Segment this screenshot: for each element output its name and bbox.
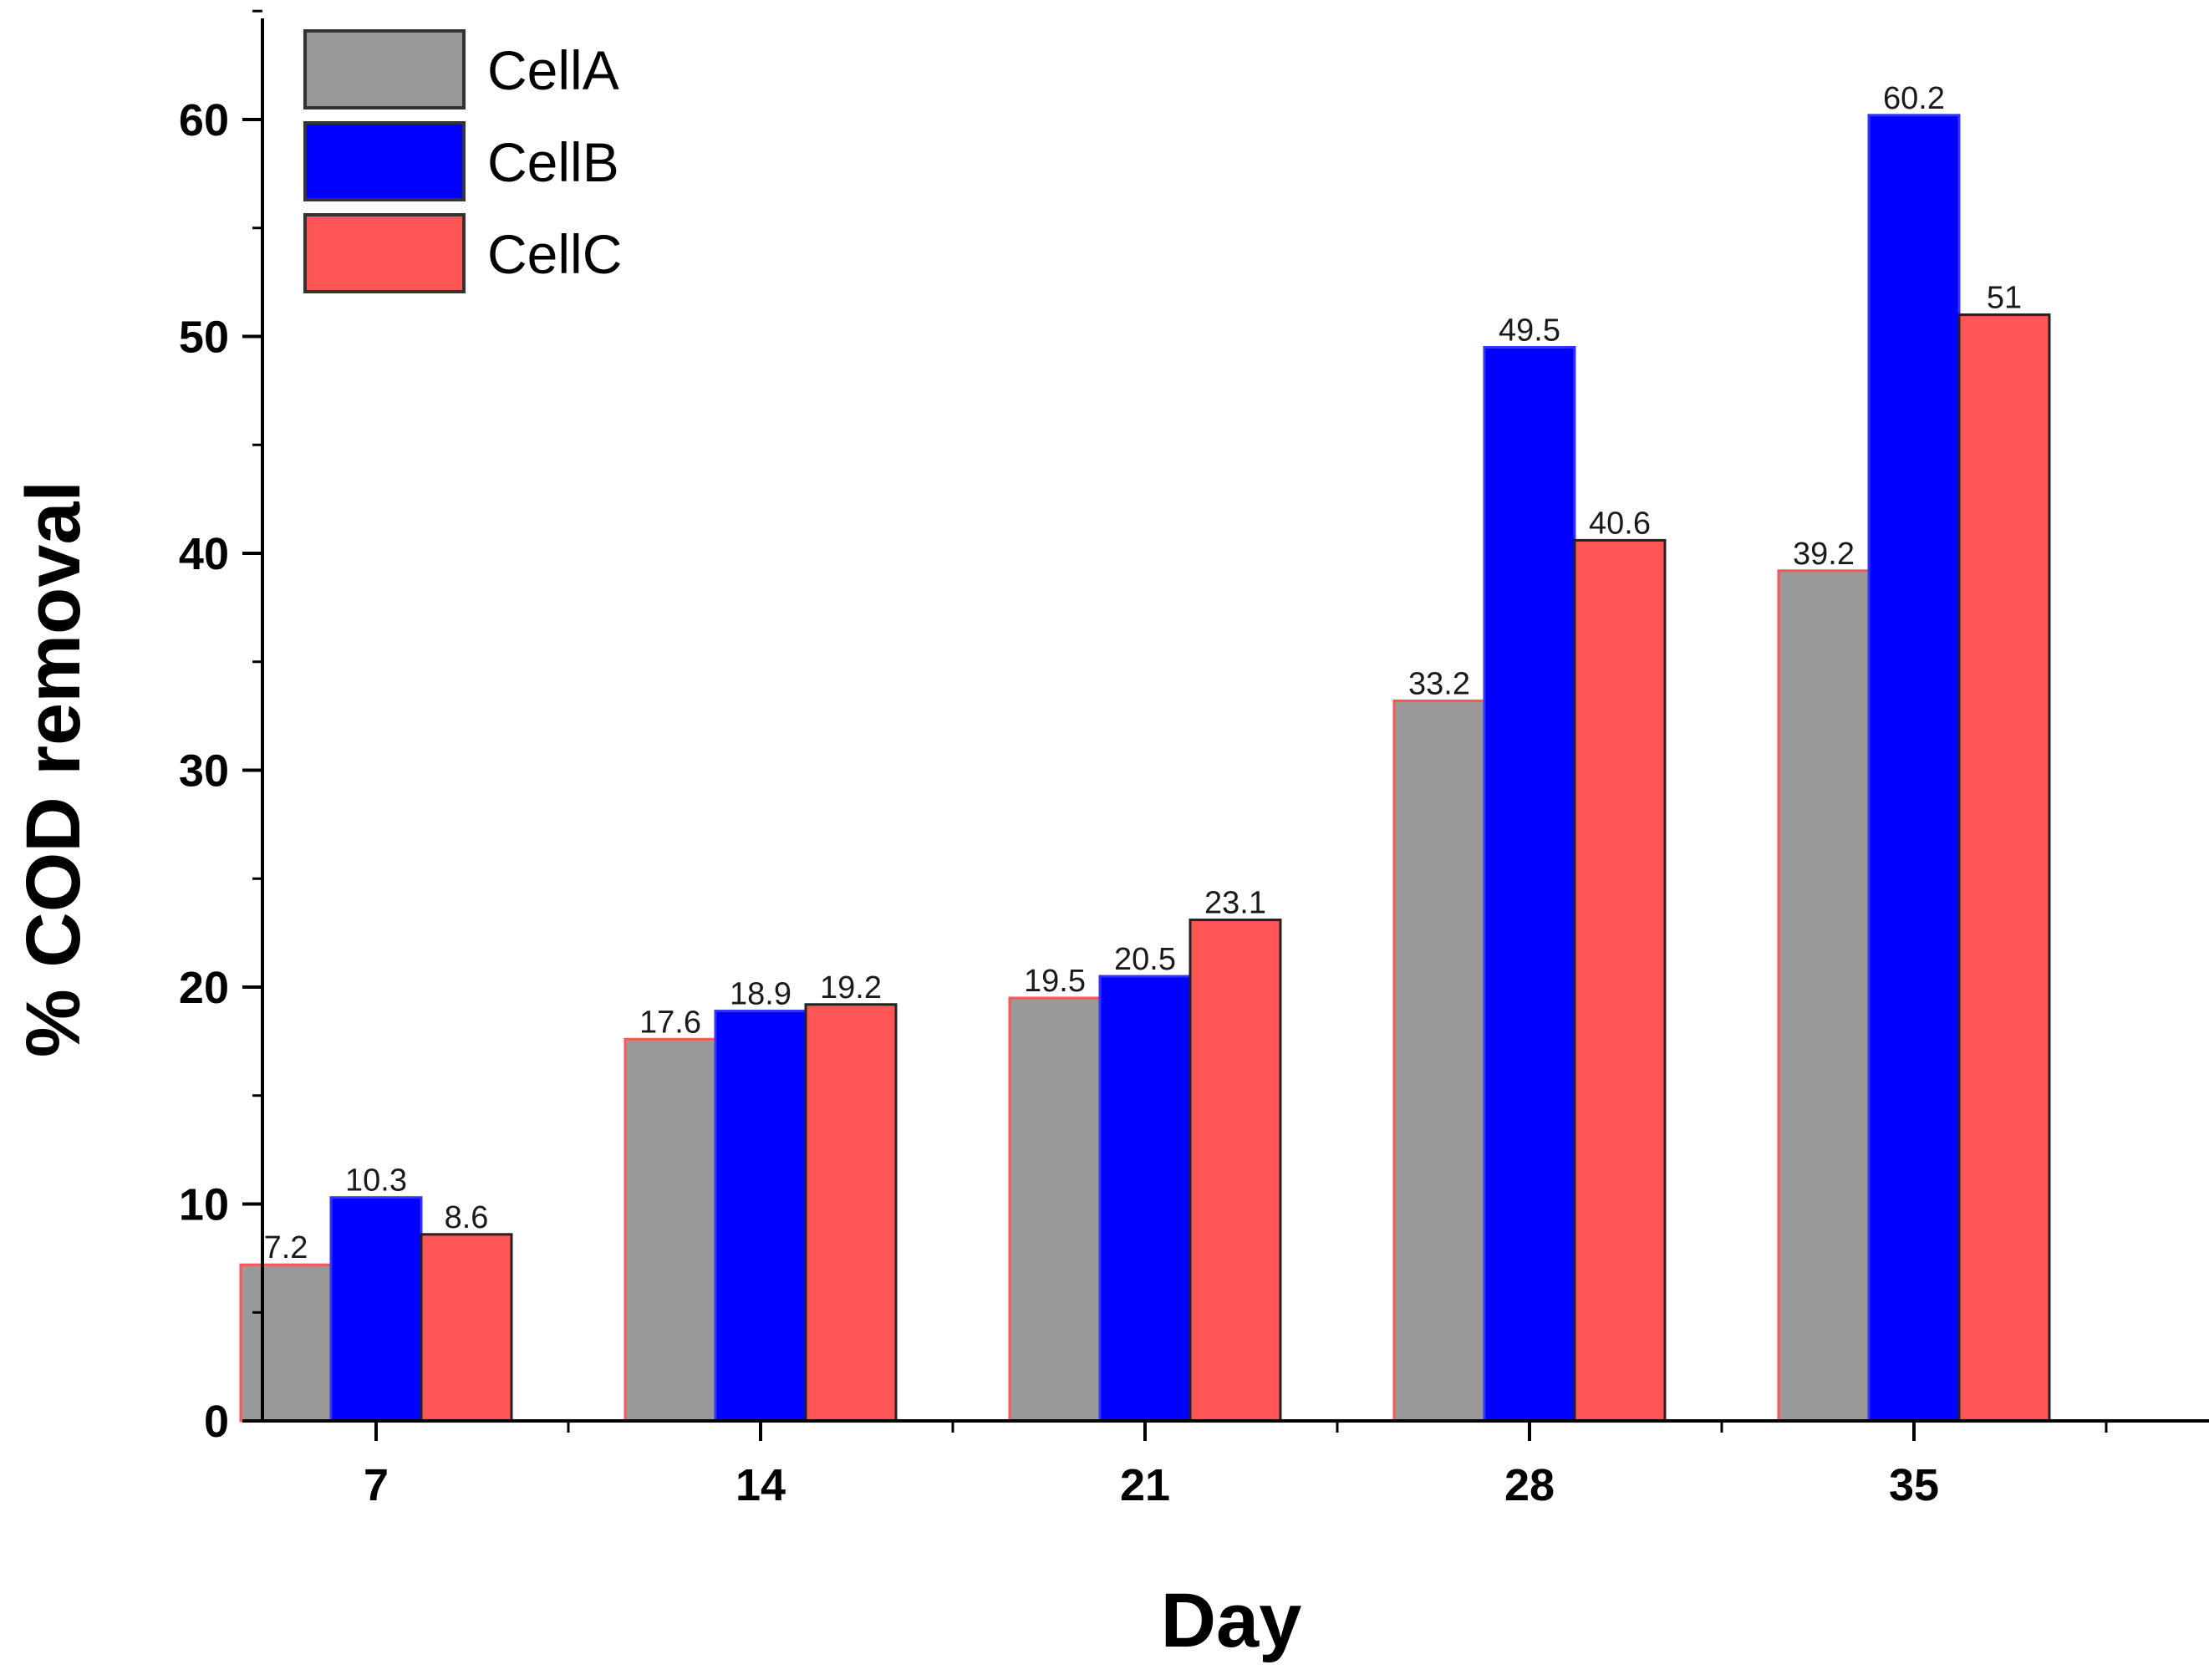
x-tick-label: 14 [735,1460,786,1510]
x-tick-label: 35 [1889,1460,1939,1510]
y-tick-label: 50 [179,313,229,363]
bar-cellb-day-21 [1098,975,1192,1423]
data-label: 10.3 [345,1163,407,1199]
data-label: 51 [1987,281,2022,316]
y-tick-label: 10 [179,1180,229,1230]
legend-swatch-cellb [303,121,466,201]
legend-swatch-cella [303,29,466,109]
y-tick-label: 60 [179,95,229,145]
data-label: 19.2 [820,970,882,1005]
y-tick-label: 40 [179,529,229,579]
x-ticks-layer: 7 14 21 28 35 [364,1421,2108,1510]
data-label: 39.2 [1793,537,1855,572]
bar-cellc-day-21 [1188,919,1282,1423]
bar-cellb-day-14 [714,1010,807,1423]
y-axis-title: % COD removal [11,481,96,1057]
data-label: 49.5 [1499,313,1560,348]
legend: CellA CellB CellC [303,29,622,293]
y-tick-label: 0 [204,1397,229,1447]
bar-cella-day-14 [624,1037,717,1423]
bar-cellb-day-28 [1483,345,1576,1423]
bar-cella-day-35 [1777,569,1871,1423]
legend-label: CellC [487,223,622,285]
y-tick-label: 20 [179,963,229,1013]
bar-cellc-day-35 [1957,313,2051,1423]
bar-cellc-day-7 [420,1233,513,1423]
legend-label: CellB [487,131,619,193]
data-label: 40.6 [1589,506,1651,541]
bar-cellc-day-14 [804,1003,898,1423]
x-tick-label: 21 [1120,1460,1170,1510]
data-label: 19.5 [1024,964,1086,999]
data-labels-layer: 7.2 17.6 19.5 33.2 39.2 10.3 18.9 20.5 49.5 60.2 8… [264,81,2023,1265]
x-tick-label: 28 [1504,1460,1555,1510]
y-ticks-layer: 0 10 20 30 40 50 60 [179,9,262,1447]
bar-cellb-day-35 [1867,114,1961,1423]
bar-cella-day-21 [1008,996,1102,1423]
data-label: 8.6 [445,1200,489,1235]
legend-label: CellA [487,39,619,101]
bar-cellc-day-28 [1573,538,1667,1423]
data-label: 20.5 [1114,942,1176,977]
bar-cellb-day-7 [329,1196,423,1423]
bar-cella-day-7 [239,1263,333,1423]
data-label: 60.2 [1883,81,1945,116]
y-tick-label: 30 [179,746,229,797]
axes-layer [261,18,2209,1423]
bars-layer [239,114,2051,1423]
x-axis-title: Day [1161,1578,1302,1663]
data-label: 23.1 [1204,886,1266,921]
data-label: 33.2 [1408,666,1470,701]
data-label: 7.2 [264,1230,308,1265]
x-tick-label: 7 [364,1460,389,1510]
bar-cella-day-28 [1392,699,1486,1423]
legend-swatch-cellc [303,213,466,293]
data-label: 17.6 [639,1005,701,1040]
data-label: 18.9 [730,977,791,1012]
